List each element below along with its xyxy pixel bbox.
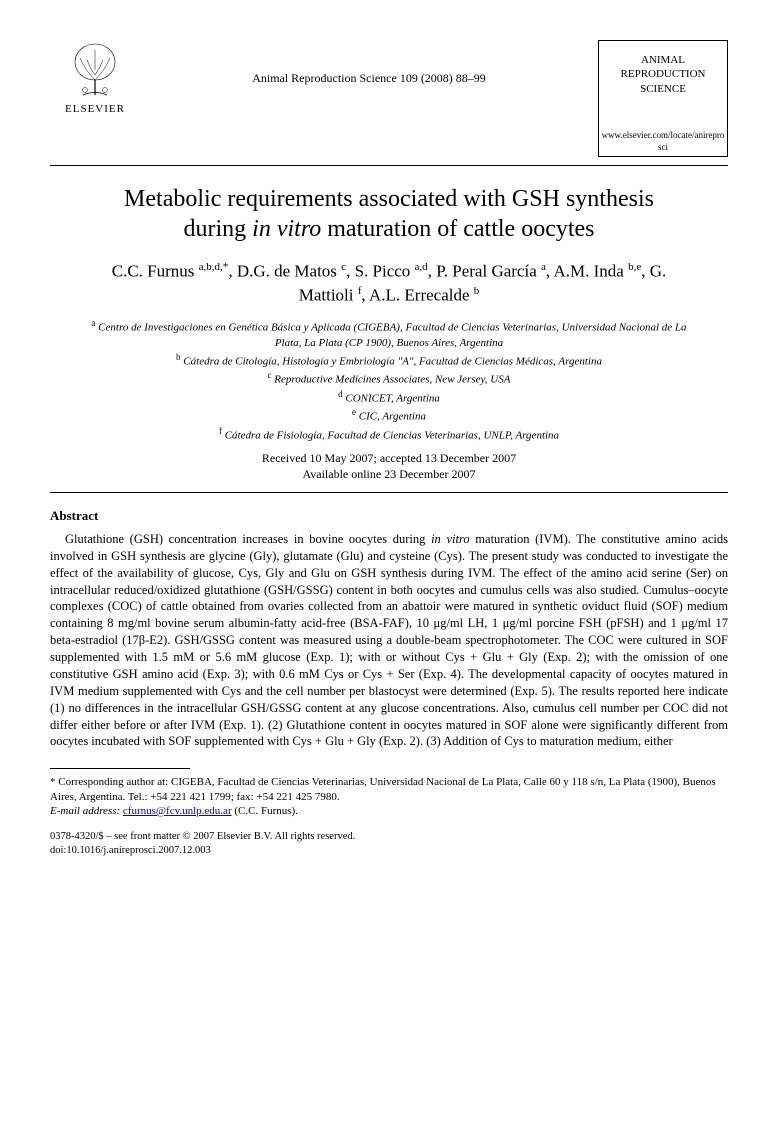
affiliation-line: c Reproductive Medicines Associates, New… xyxy=(80,369,698,388)
affiliations: a Centro de Investigaciones en Genética … xyxy=(80,317,698,443)
abstract-rule xyxy=(50,492,728,493)
footnote-rule xyxy=(50,768,190,769)
abstract-body: Glutathione (GSH) concentration increase… xyxy=(50,531,728,750)
corresponding-text: * Corresponding author at: CIGEBA, Facul… xyxy=(50,775,728,804)
header-row: ELSEVIER Animal Reproduction Science 109… xyxy=(50,40,728,157)
email-label: E-mail address: xyxy=(50,805,120,817)
received-accepted: Received 10 May 2007; accepted 13 Decemb… xyxy=(50,451,728,467)
affiliation-line: a Centro de Investigaciones en Genética … xyxy=(80,317,698,350)
affiliation-line: e CIC, Argentina xyxy=(80,406,698,425)
journal-box: ANIMAL REPRODUCTION SCIENCE www.elsevier… xyxy=(598,40,728,157)
issn-line: 0378-4320/$ – see front matter © 2007 El… xyxy=(50,830,728,844)
article-title: Metabolic requirements associated with G… xyxy=(90,184,688,244)
affiliation-line: b Cátedra de Citología, Histología y Emb… xyxy=(80,351,698,370)
available-online: Available online 23 December 2007 xyxy=(50,467,728,483)
elsevier-tree-icon xyxy=(65,40,125,100)
email-link[interactable]: cfurnus@fcv.unlp.edu.ar xyxy=(123,805,232,817)
article-dates: Received 10 May 2007; accepted 13 Decemb… xyxy=(50,451,728,482)
publisher-label: ELSEVIER xyxy=(65,102,125,117)
title-text: Metabolic requirements associated with G… xyxy=(124,186,654,242)
corresponding-author: * Corresponding author at: CIGEBA, Facul… xyxy=(50,775,728,818)
journal-name-line: ANIMAL xyxy=(603,53,723,67)
header-citation: Animal Reproduction Science 109 (2008) 8… xyxy=(140,40,598,86)
affiliation-line: f Cátedra de Fisiología, Facultad de Cie… xyxy=(80,425,698,444)
abstract-heading: Abstract xyxy=(50,507,728,525)
affiliation-line: d CONICET, Argentina xyxy=(80,388,698,407)
publisher-block: ELSEVIER xyxy=(50,40,140,117)
journal-name-line: REPRODUCTION xyxy=(603,67,723,81)
email-line: E-mail address: cfurnus@fcv.unlp.edu.ar … xyxy=(50,804,728,818)
author-list: C.C. Furnus a,b,d,*, D.G. de Matos c, S.… xyxy=(90,260,688,307)
header-rule xyxy=(50,165,728,166)
journal-name: ANIMAL REPRODUCTION SCIENCE xyxy=(598,40,728,126)
doi-line: doi:10.1016/j.anireprosci.2007.12.003 xyxy=(50,844,728,858)
journal-name-line: SCIENCE xyxy=(603,82,723,96)
email-author: (C.C. Furnus). xyxy=(234,805,298,817)
journal-url[interactable]: www.elsevier.com/locate/anireprosci xyxy=(598,126,728,157)
copyright-block: 0378-4320/$ – see front matter © 2007 El… xyxy=(50,830,728,857)
